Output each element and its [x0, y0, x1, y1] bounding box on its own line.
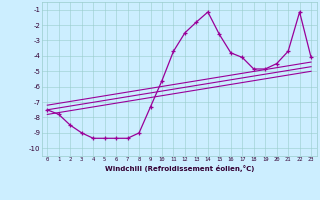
X-axis label: Windchill (Refroidissement éolien,°C): Windchill (Refroidissement éolien,°C)	[105, 165, 254, 172]
